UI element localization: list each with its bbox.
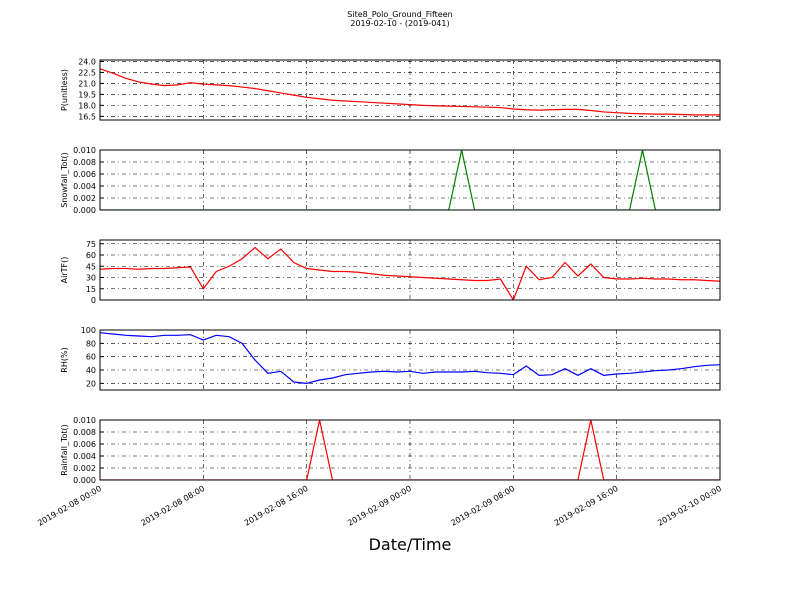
y-tick-label: 21.0: [78, 79, 96, 88]
y-tick-label: 0.002: [73, 464, 96, 473]
y-axis-label: Snowfall_Tot(): [60, 152, 69, 208]
y-tick-label: 75: [86, 240, 96, 249]
plot-area: [100, 68, 720, 116]
x-axis-label: Date/Time: [369, 535, 452, 554]
y-tick-label: 30: [86, 274, 96, 283]
y-tick-label: 0.004: [73, 452, 96, 461]
y-tick-label: 18.0: [78, 101, 96, 110]
y-tick-label: 16.5: [78, 112, 96, 121]
y-tick-label: 0.010: [73, 146, 96, 155]
y-axis-label: RH(%): [60, 347, 69, 372]
y-axis-label: Rainfall_Tot(): [60, 424, 69, 476]
y-tick-label: 0: [91, 296, 96, 305]
y-tick-label: 60: [86, 251, 96, 260]
y-tick-label: 45: [86, 262, 96, 271]
y-tick-label: 0.004: [73, 182, 96, 191]
chart-title: Site8_Polo_Ground_Fifteen: [347, 10, 452, 19]
plot-frame: [99, 239, 721, 301]
data-line: [100, 246, 720, 300]
y-tick-label: 0.006: [73, 440, 96, 449]
plot-area: [100, 246, 720, 300]
plot-frame: [99, 149, 721, 211]
y-tick-label: 15: [86, 285, 96, 294]
y-tick-label: 0.008: [73, 158, 96, 167]
y-tick-label: 100: [81, 326, 96, 335]
y-tick-label: 40: [86, 366, 96, 375]
plot-frame: [99, 329, 721, 391]
y-tick-label: 60: [86, 353, 96, 362]
y-tick-label: 0.008: [73, 428, 96, 437]
y-axis-label: AirTF(): [60, 257, 69, 284]
chart-subtitle: 2019-02-10 - (2019-041): [350, 19, 449, 28]
y-tick-label: 0.000: [73, 476, 96, 485]
y-tick-label: 0.000: [73, 206, 96, 215]
y-tick-label: 20: [86, 379, 96, 388]
y-tick-label: 19.5: [78, 90, 96, 99]
data-line: [100, 332, 720, 384]
y-tick-label: 0.006: [73, 170, 96, 179]
y-tick-label: 0.010: [73, 416, 96, 425]
y-tick-label: 80: [86, 339, 96, 348]
y-tick-label: 24.0: [78, 57, 96, 66]
y-axis-label: P(unitless): [60, 69, 69, 111]
plot-frame: [99, 59, 721, 121]
y-tick-label: 0.002: [73, 194, 96, 203]
data-line: [100, 68, 720, 116]
plot-frame: [99, 419, 721, 481]
plot-area: [100, 332, 720, 384]
y-tick-label: 22.5: [78, 68, 96, 77]
